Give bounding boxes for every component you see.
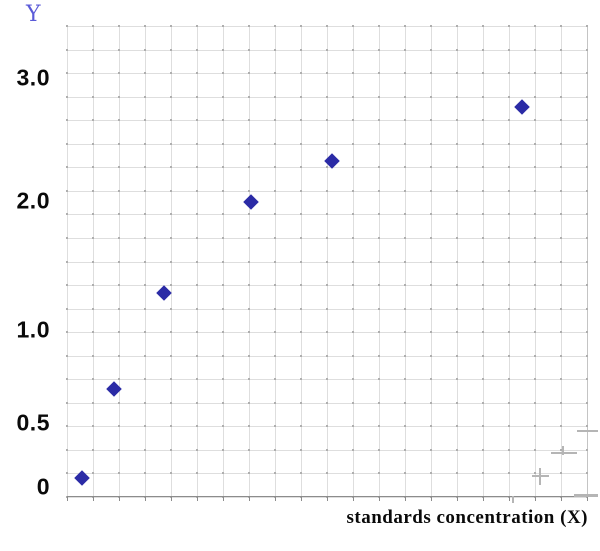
plot-area [66, 25, 588, 501]
scan-artifact [532, 475, 549, 477]
x-axis-label: standards concentration (X) [346, 507, 588, 528]
scan-artifact [574, 494, 598, 497]
y-tick-label: 2.0 [16, 187, 50, 214]
y-tick-label: 3.0 [16, 64, 50, 91]
grid [66, 25, 588, 501]
scan-artifact [551, 452, 577, 454]
scan-artifact [562, 446, 564, 455]
scan-artifact [577, 430, 598, 432]
y-tick-label: 1.0 [16, 316, 50, 343]
y-axis-label: Y [26, 2, 41, 27]
scan-artifact [512, 496, 514, 503]
y-tick-label: 0.5 [16, 409, 50, 436]
y-tick-label: 0 [36, 473, 50, 500]
